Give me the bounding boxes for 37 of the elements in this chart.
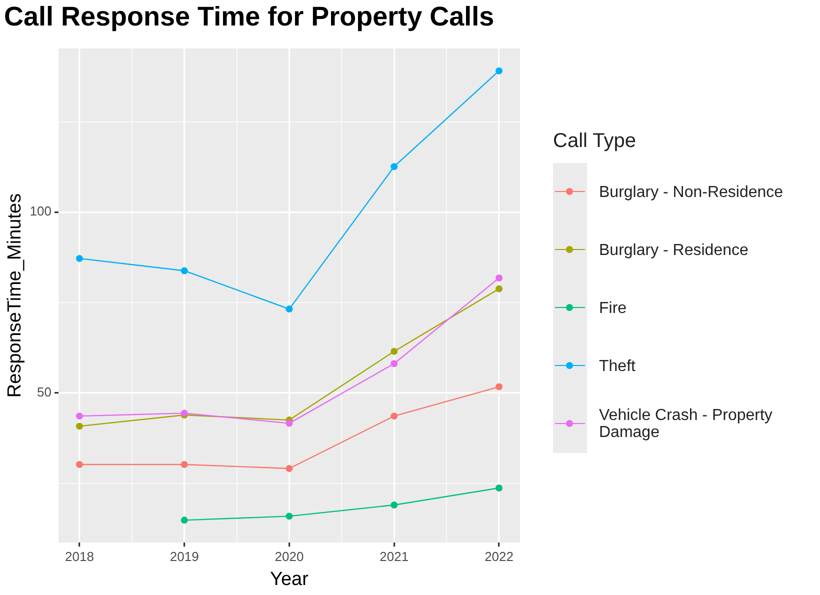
point [76,422,83,430]
point [286,420,293,427]
point [180,516,188,524]
point [286,512,293,520]
point [496,274,503,282]
point [390,360,398,368]
point [496,67,503,74]
legend-title: Call Type [553,130,638,153]
point [76,254,83,262]
legend-label: Burglary - Non-Residence [599,184,784,200]
legend-label: Burglary - Residence [599,242,748,258]
point [496,285,503,292]
y-axis-title: ResponseTime_Minutes [4,193,26,398]
point [180,267,188,274]
legend-label: Vehicle Crash - Property Damage [599,407,774,441]
x-axis-title: Year [270,568,310,590]
y-tick-label: 50 [37,384,52,400]
point [390,348,398,355]
point [180,461,188,468]
chart-title: Call Response Time for Property Calls [4,2,494,32]
point [496,383,503,390]
x-tick-label: 2020 [274,548,304,564]
point [496,484,503,492]
x-tick-label: 2021 [380,548,409,564]
point [286,306,293,313]
x-tick-label: 2019 [170,548,199,564]
point [390,412,398,420]
point [76,461,83,468]
x-tick-label: 2018 [65,548,94,564]
point [390,163,398,170]
legend-label: Theft [599,358,636,374]
x-tick-label: 2022 [484,548,514,564]
legend-label: Fire [599,300,627,316]
point [390,502,398,508]
point [286,464,293,472]
point [76,412,83,420]
y-tick-label: 100 [30,204,52,219]
